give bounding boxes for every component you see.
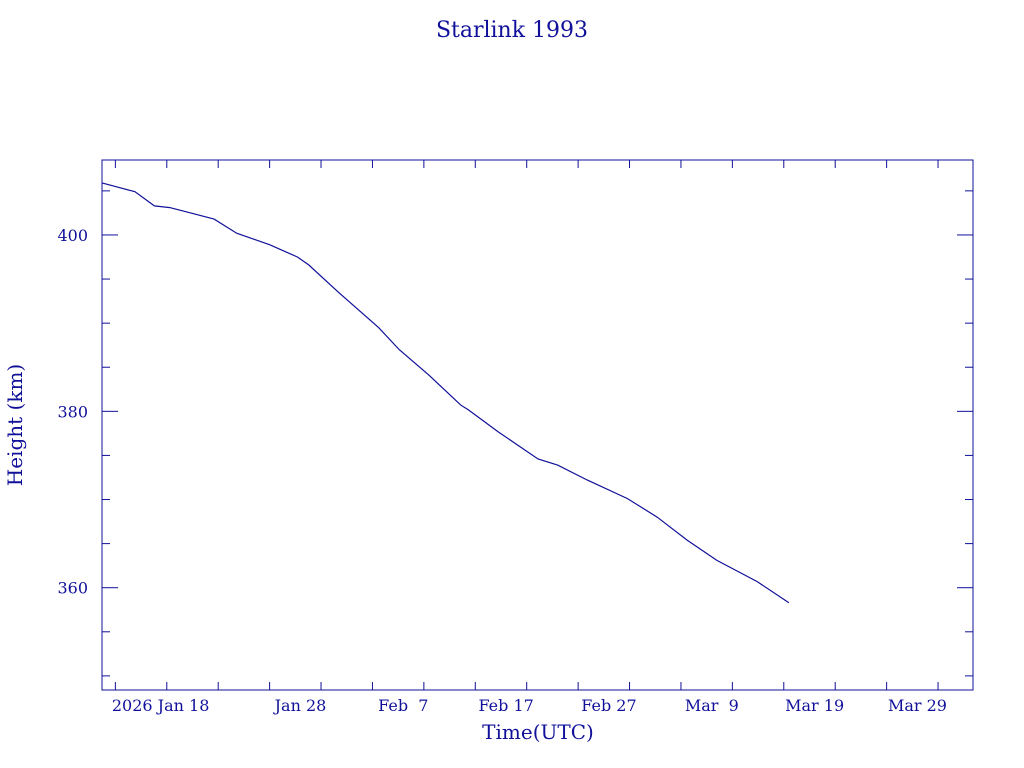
x-tick-label: Mar 19 [785,696,844,715]
y-tick-label: 360 [57,579,88,598]
x-tick-label: 2026 Jan 18 [112,696,210,715]
y-tick-label: 380 [57,402,88,421]
y-axis-label: Height (km) [3,364,27,486]
x-tick-label: Mar 29 [888,696,947,715]
x-tick-label: Feb 17 [478,696,533,715]
x-tick-label: Feb 27 [581,696,636,715]
x-axis-label: Time(UTC) [482,720,594,744]
plot-frame [101,159,974,691]
y-tick-labels: 360 380 400 [57,226,88,598]
x-tick-labels: 2026 Jan 18 Jan 28 Feb 7 Feb 17 Feb 27 Mar 9 M… [112,696,947,715]
height-series-line [101,182,790,604]
y-tick-label: 400 [57,226,88,245]
x-tick-label: Feb 7 [378,696,428,715]
chart-title: Starlink 1993 [436,18,588,43]
axis-ticks [102,160,973,690]
x-tick-label: Mar 9 [685,696,739,715]
x-tick-label: Jan 28 [273,696,327,715]
